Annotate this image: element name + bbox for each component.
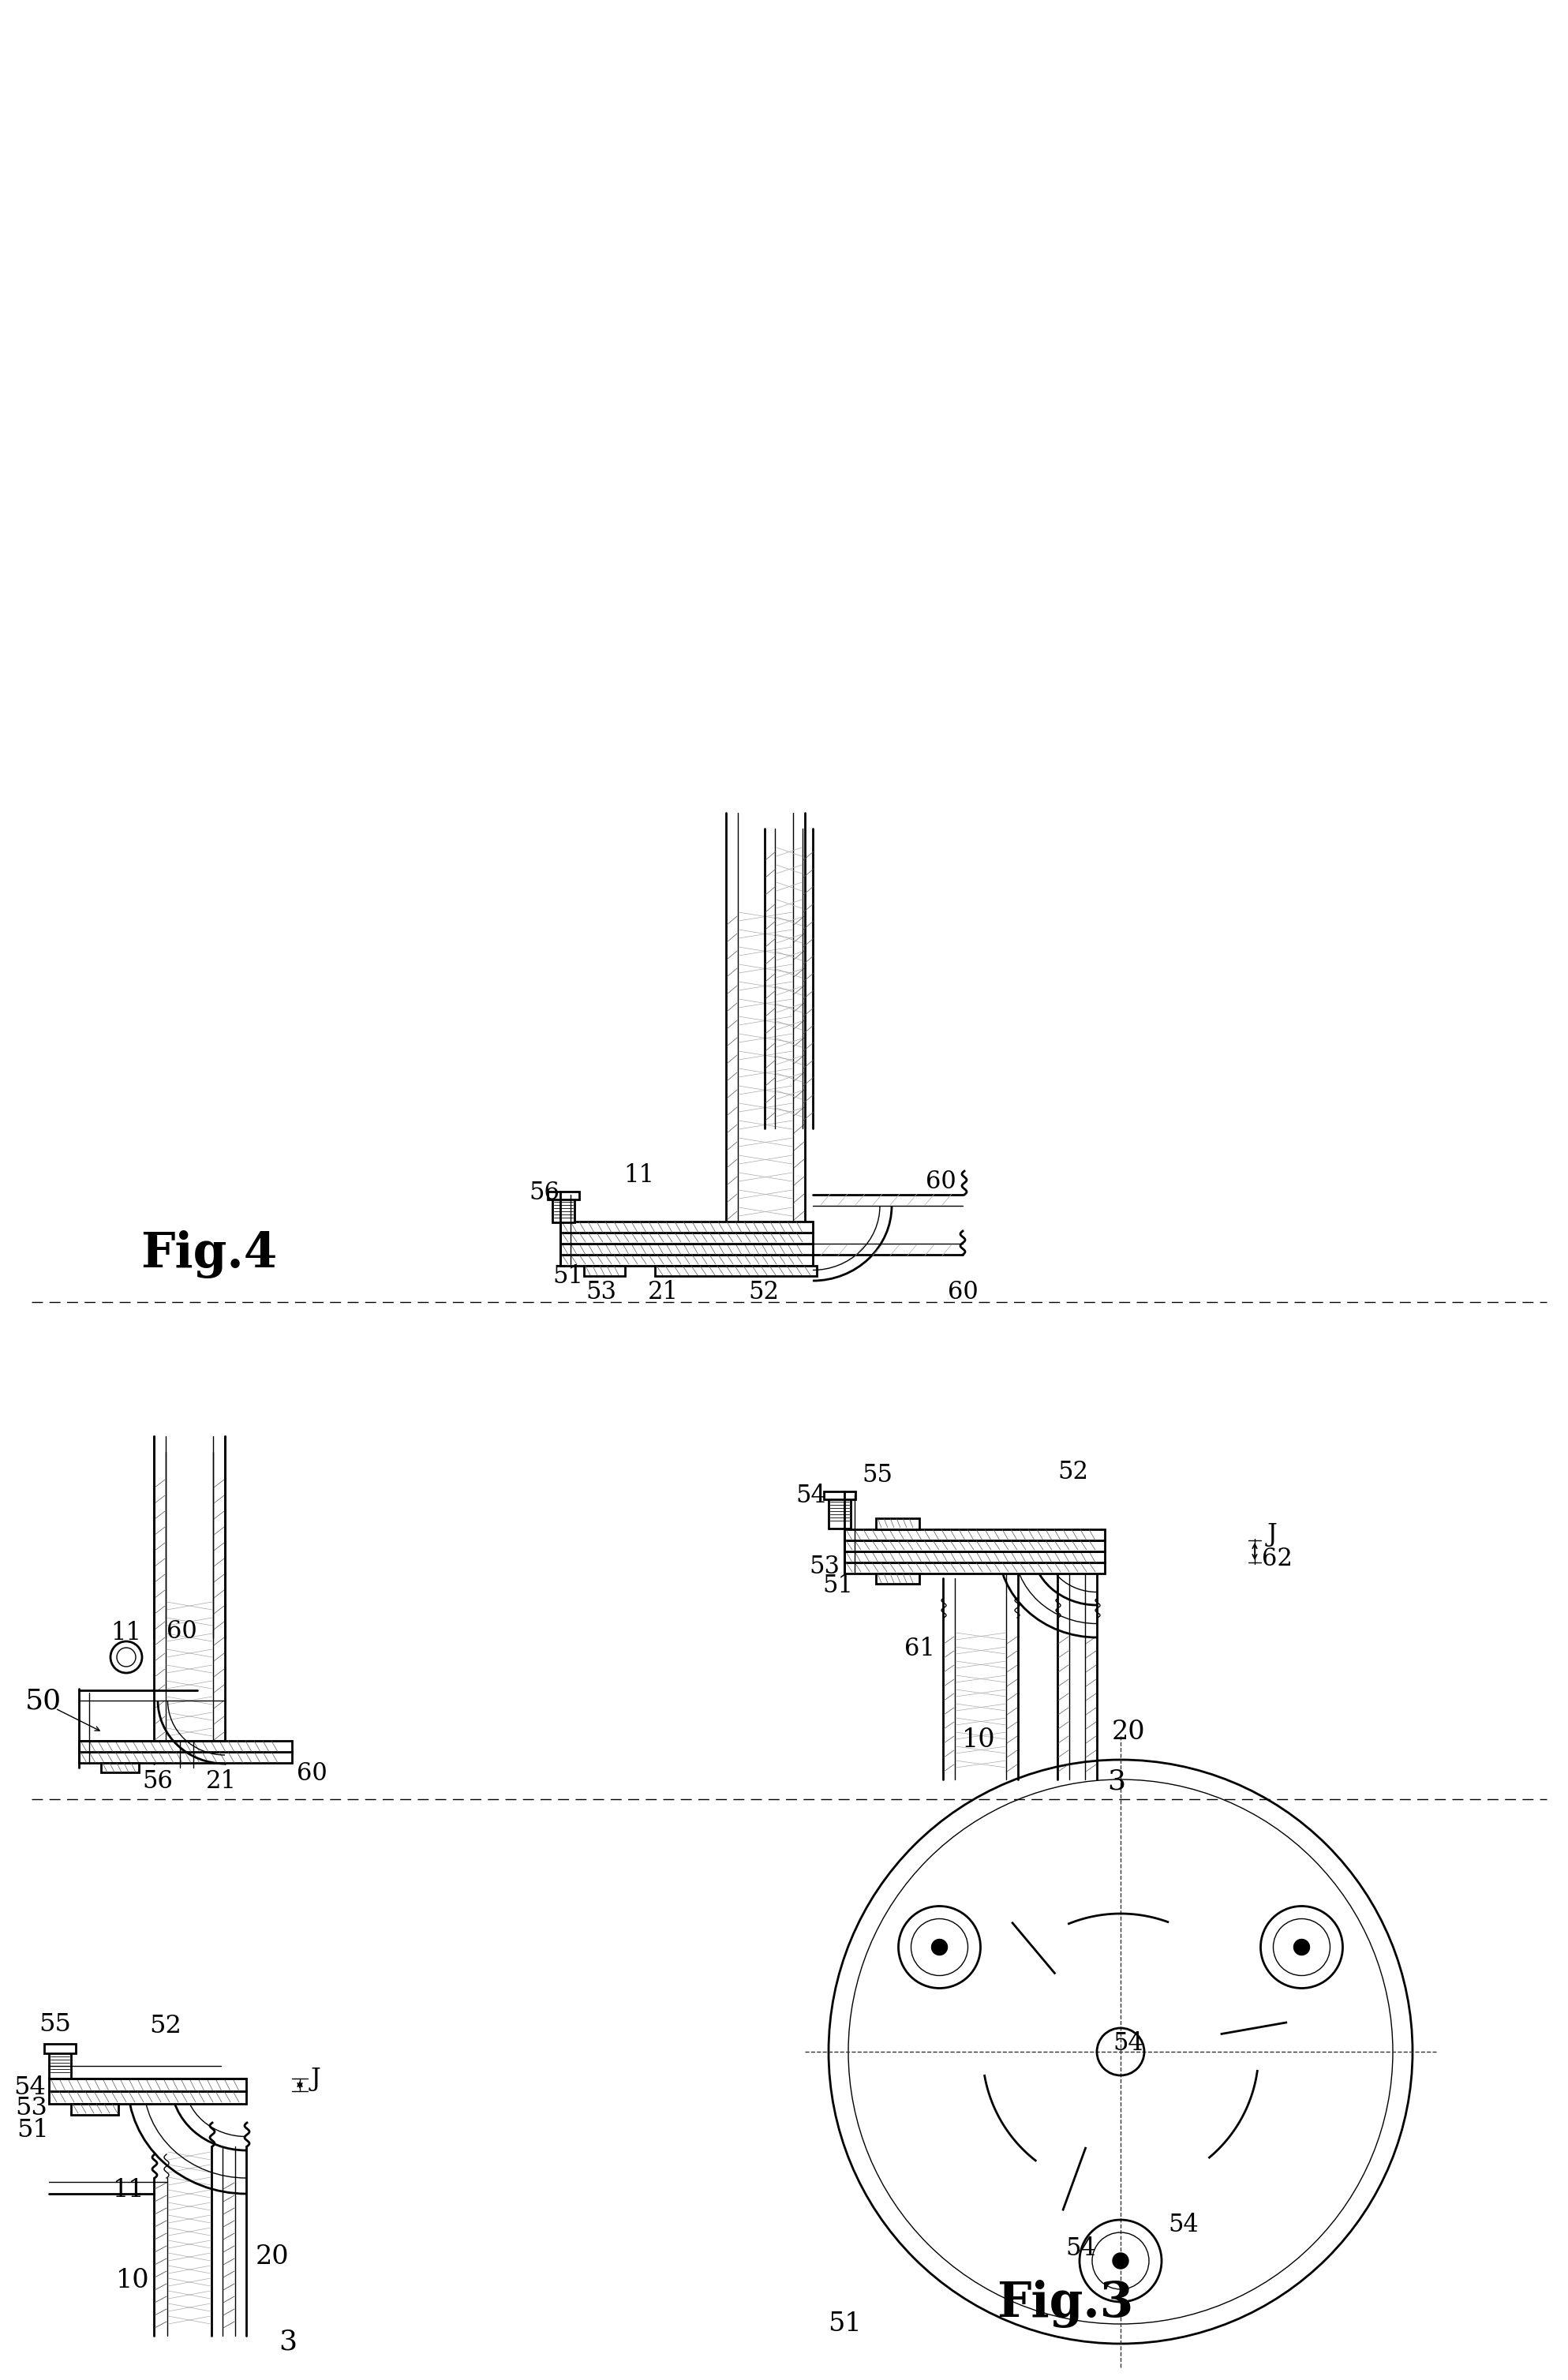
Bar	[71, 2104, 118, 2116]
Bar	[49, 2078, 246, 2092]
Bar	[49, 2052, 71, 2078]
Bar	[877, 1573, 919, 1583]
Bar	[845, 1552, 1105, 1561]
Bar	[655, 1266, 817, 1276]
Circle shape	[1113, 2254, 1129, 2268]
Bar	[78, 1740, 292, 1752]
Text: 61: 61	[905, 1637, 935, 1661]
Bar	[845, 1530, 1105, 1540]
Text: 51: 51	[554, 1264, 583, 1288]
Text: 54: 54	[14, 2075, 45, 2099]
Bar	[44, 2044, 75, 2054]
Bar	[560, 1254, 812, 1266]
Text: 20: 20	[1112, 1718, 1145, 1745]
Text: 11: 11	[111, 2178, 144, 2202]
Bar	[583, 1266, 626, 1276]
Text: J: J	[310, 2068, 321, 2092]
Bar	[560, 1233, 812, 1245]
Text: 54: 54	[1066, 2237, 1096, 2261]
Text: 52: 52	[748, 1280, 779, 1304]
Bar	[49, 2092, 246, 2104]
Text: 11: 11	[111, 1621, 141, 1645]
Text: 3: 3	[279, 2328, 298, 2356]
Text: 54: 54	[797, 1483, 826, 1507]
Text: 10: 10	[116, 2268, 149, 2294]
Text: J: J	[1267, 1523, 1278, 1547]
Bar	[823, 1492, 856, 1499]
Text: 62: 62	[1262, 1547, 1292, 1571]
Bar	[78, 1752, 292, 1764]
Text: 3: 3	[1107, 1768, 1126, 1795]
Text: 54: 54	[1168, 2213, 1200, 2237]
Text: 53: 53	[586, 1280, 616, 1304]
Text: 21: 21	[205, 1771, 237, 1795]
Text: 60: 60	[296, 1761, 328, 1785]
Text: 51: 51	[823, 1573, 853, 1599]
Text: 21: 21	[648, 1280, 679, 1304]
Text: 11: 11	[624, 1164, 654, 1188]
Bar	[100, 1764, 140, 1773]
Circle shape	[1294, 1940, 1309, 1954]
Text: Fig.3: Fig.3	[997, 2280, 1134, 2328]
Bar	[560, 1221, 812, 1233]
Text: 52: 52	[1058, 1459, 1088, 1485]
Text: 51: 51	[828, 2311, 861, 2337]
Text: 52: 52	[149, 2013, 182, 2040]
Text: 55: 55	[862, 1464, 892, 1488]
Bar	[845, 1540, 1105, 1552]
Text: 60: 60	[166, 1621, 198, 1645]
Bar	[547, 1192, 579, 1200]
Bar	[552, 1197, 574, 1223]
Text: 10: 10	[961, 1728, 996, 1752]
Circle shape	[931, 1940, 947, 1954]
Text: 60: 60	[947, 1280, 978, 1304]
Text: 54: 54	[1113, 2033, 1143, 2056]
Text: Fig.4: Fig.4	[141, 1230, 278, 1278]
Text: 60: 60	[925, 1169, 956, 1192]
Bar	[845, 1561, 1105, 1573]
Bar	[877, 1518, 919, 1530]
Text: 56: 56	[143, 1771, 172, 1795]
Text: 56: 56	[528, 1180, 560, 1204]
Text: 53: 53	[809, 1554, 840, 1578]
Text: 51: 51	[17, 2118, 49, 2142]
Text: 50: 50	[25, 1687, 61, 1714]
Bar	[560, 1245, 812, 1254]
Text: 55: 55	[39, 2011, 72, 2037]
Text: 53: 53	[16, 2097, 47, 2121]
Text: 20: 20	[256, 2244, 289, 2271]
Bar	[828, 1497, 851, 1528]
